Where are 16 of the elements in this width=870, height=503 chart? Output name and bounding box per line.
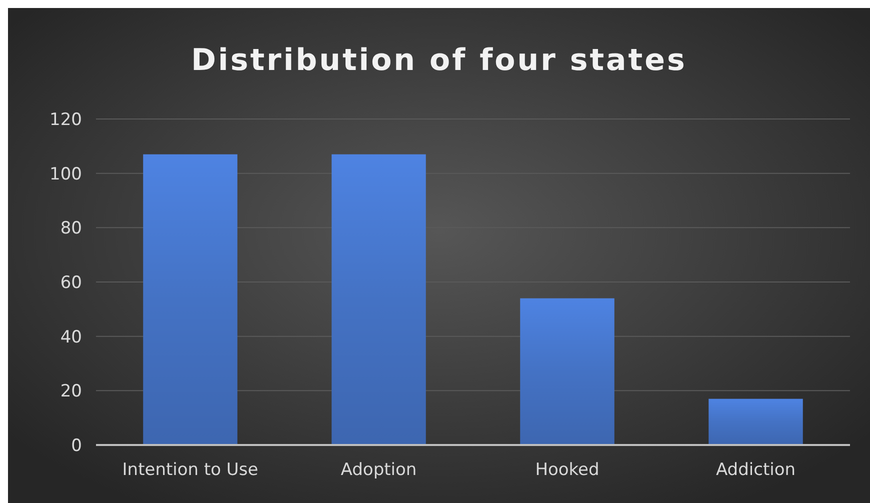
y-tick-label: 60 (60, 272, 82, 293)
chart-title: Distribution of four states (191, 43, 687, 78)
x-tick-label: Intention to Use (122, 460, 258, 480)
bar (520, 298, 614, 445)
y-tick-label: 80 (60, 218, 82, 239)
y-tick-label: 100 (50, 164, 82, 184)
y-tick-label: 20 (60, 382, 82, 402)
y-tick-label: 120 (50, 110, 82, 130)
x-tick-label: Hooked (535, 460, 600, 480)
x-tick-label: Addiction (716, 460, 796, 480)
y-tick-label: 0 (71, 436, 82, 456)
bar (708, 398, 803, 445)
y-tick-label: 40 (60, 327, 82, 348)
x-tick-label: Adoption (340, 460, 417, 480)
bar (143, 154, 238, 445)
bar (332, 154, 426, 445)
